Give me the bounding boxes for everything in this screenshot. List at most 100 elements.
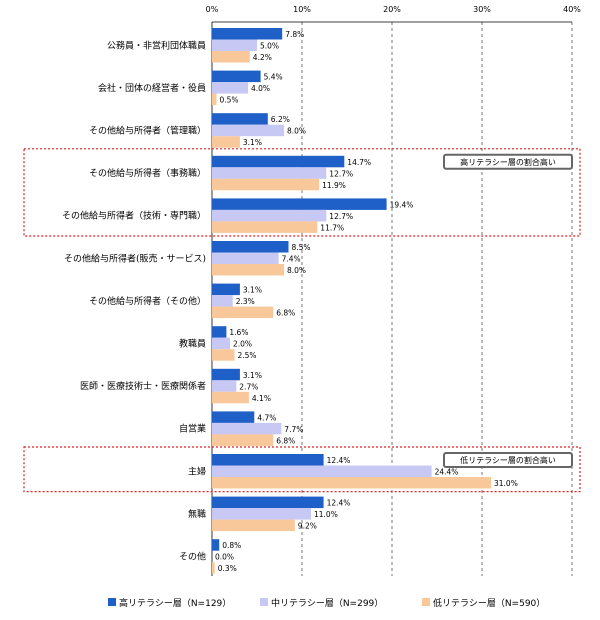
- x-tick-label: 30%: [473, 5, 491, 14]
- bar: [212, 411, 255, 423]
- data-label: 24.4%: [435, 468, 459, 477]
- category-label: 会社・団体の経営者・役員: [98, 82, 206, 94]
- bar: [212, 70, 261, 83]
- data-label: 7.4%: [282, 255, 301, 264]
- data-label: 0.5%: [220, 96, 239, 105]
- data-label: 31.0%: [494, 479, 518, 488]
- bar: [212, 562, 215, 574]
- bar: [212, 178, 320, 191]
- bar: [212, 39, 257, 51]
- bar: [212, 28, 283, 40]
- bar: [212, 465, 432, 477]
- category-label: 公務員・非営利団体職員: [107, 39, 206, 51]
- data-label: 12.7%: [329, 212, 353, 221]
- data-label: 8.0%: [287, 127, 306, 136]
- data-label: 5.0%: [260, 42, 279, 51]
- bar: [212, 454, 324, 466]
- category-label: その他給与所得者（事務職）: [89, 167, 206, 179]
- legend-label: 低リテラシー層（N=590）: [433, 597, 545, 609]
- category-label: 教職員: [179, 337, 206, 349]
- callout-text: 低リテラシー層の割合高い: [460, 455, 556, 465]
- data-label: 6.2%: [271, 115, 290, 124]
- bar: [212, 209, 327, 222]
- bar: [212, 124, 284, 137]
- category-label: その他給与所得者（技術・専門職）: [62, 210, 206, 222]
- category-label: その他給与所得者(販売・サービス): [64, 252, 206, 264]
- bar: [212, 295, 233, 307]
- category-label: 無職: [188, 508, 206, 520]
- data-label: 4.2%: [253, 53, 272, 62]
- data-label: 11.0%: [314, 510, 338, 519]
- bar: [212, 477, 491, 489]
- data-label: 6.8%: [276, 309, 295, 318]
- data-label: 0.0%: [215, 553, 234, 562]
- bar: [212, 508, 311, 520]
- data-label: 9.2%: [298, 522, 317, 531]
- bar: [212, 93, 217, 106]
- data-label: 19.4%: [390, 200, 414, 209]
- category-label: その他: [179, 550, 206, 562]
- bar: [212, 221, 318, 233]
- x-tick-label: 40%: [563, 5, 581, 14]
- bar: [212, 496, 324, 509]
- legend-swatch: [422, 598, 430, 606]
- bar: [212, 252, 279, 264]
- bar: [212, 337, 230, 350]
- callout-box: [443, 153, 573, 170]
- bar: [212, 326, 227, 338]
- bar: [212, 380, 237, 392]
- data-label: 12.4%: [327, 499, 351, 508]
- bar: [212, 391, 249, 404]
- category-label: 自営業: [179, 423, 206, 435]
- bar: [212, 349, 235, 361]
- data-label: 7.7%: [284, 425, 303, 434]
- x-tick-label: 20%: [383, 5, 401, 14]
- bar: [212, 241, 289, 253]
- data-label: 2.0%: [233, 340, 252, 349]
- callout-box: [443, 452, 573, 468]
- legend-label: 中リテラシー層（N=299）: [271, 597, 383, 609]
- bar: [212, 51, 250, 63]
- data-label: 12.7%: [329, 169, 353, 178]
- bar: [212, 306, 274, 319]
- bar: [212, 198, 387, 210]
- bar: [212, 434, 274, 446]
- category-label: 主婦: [188, 465, 206, 477]
- x-tick-label: 0%: [206, 5, 219, 14]
- legend-swatch: [260, 598, 268, 606]
- data-label: 14.7%: [347, 158, 371, 167]
- data-label: 3.1%: [243, 371, 262, 380]
- data-label: 5.4%: [264, 73, 283, 82]
- x-tick-label: 10%: [293, 5, 311, 14]
- data-label: 7.8%: [285, 30, 304, 39]
- data-label: 11.7%: [320, 223, 344, 232]
- bar: [212, 422, 282, 435]
- data-label: 11.9%: [322, 181, 346, 190]
- data-label: 2.7%: [239, 382, 258, 391]
- bar: [212, 82, 248, 94]
- category-label: その他給与所得者（その他）: [89, 295, 206, 307]
- bar: [212, 113, 268, 125]
- bar: [212, 136, 240, 148]
- data-label: 2.3%: [236, 297, 255, 306]
- data-label: 3.1%: [243, 286, 262, 295]
- data-label: 8.0%: [287, 266, 306, 275]
- data-label: 3.1%: [243, 138, 262, 147]
- bar: [212, 155, 345, 168]
- category-label: その他給与所得者（管理職）: [89, 124, 206, 136]
- bar: [212, 264, 284, 276]
- bar: [212, 519, 295, 532]
- data-label: 8.5%: [292, 243, 311, 252]
- bar: [212, 539, 220, 551]
- data-label: 4.0%: [251, 84, 270, 93]
- data-label: 0.3%: [218, 564, 237, 573]
- category-label: 医師・医療技術士・医療関係者: [80, 380, 206, 392]
- bar: [212, 368, 240, 381]
- data-label: 1.6%: [229, 328, 248, 337]
- legend-swatch: [108, 598, 116, 606]
- data-label: 4.1%: [252, 394, 271, 403]
- data-label: 0.8%: [222, 541, 241, 550]
- callout-frame: [23, 148, 581, 237]
- callout-frame: [23, 446, 581, 493]
